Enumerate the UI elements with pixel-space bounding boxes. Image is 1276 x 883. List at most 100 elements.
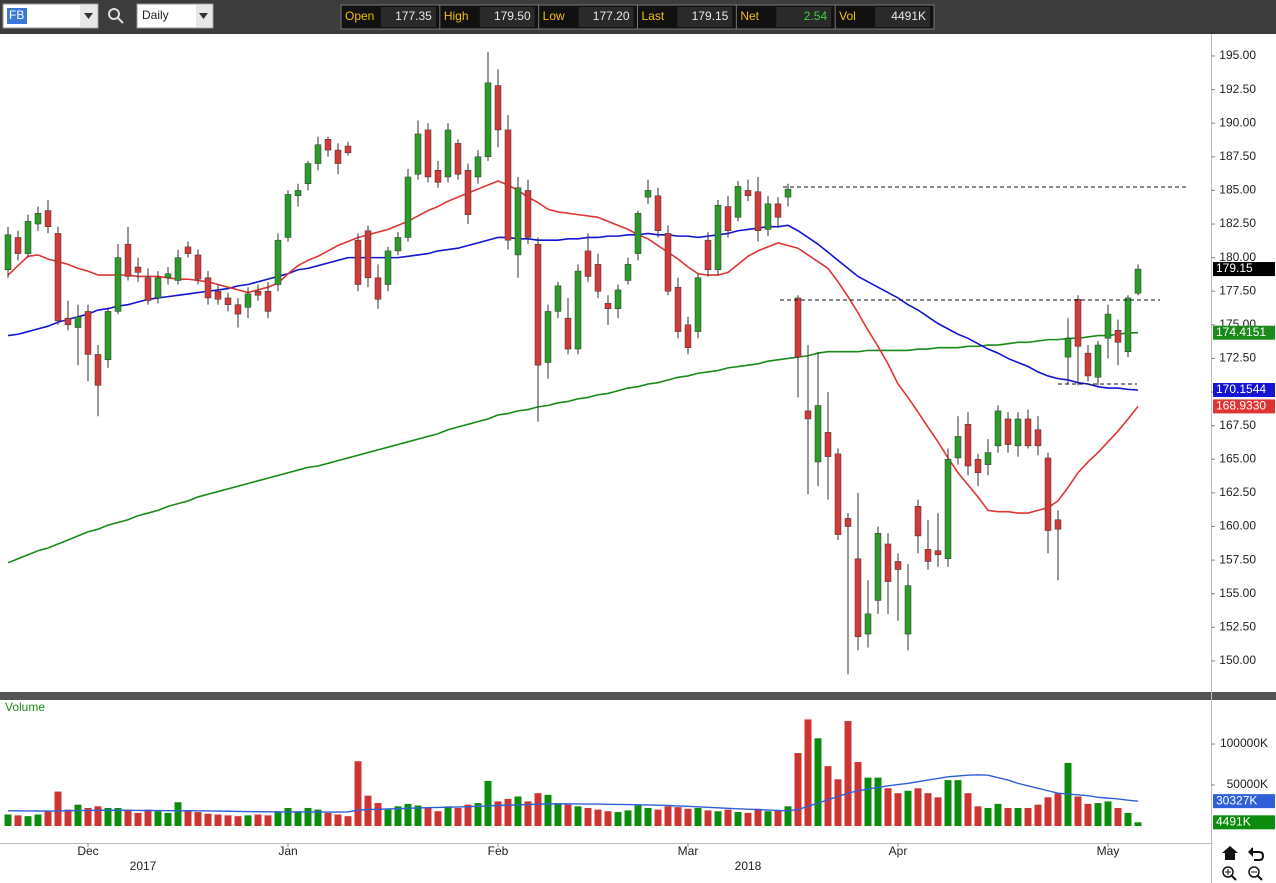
volume-bar xyxy=(664,806,672,826)
volume-bar xyxy=(1074,796,1082,826)
volume-bar xyxy=(354,761,362,826)
candle-body xyxy=(114,257,122,312)
volume-bar xyxy=(584,807,592,826)
candle-body xyxy=(34,213,42,225)
search-icon[interactable] xyxy=(108,8,124,24)
volume-bar xyxy=(604,811,612,826)
candle-body xyxy=(594,264,602,292)
candle-body xyxy=(514,187,522,256)
candle-body xyxy=(164,273,172,279)
y-tick-label: 165.00 xyxy=(1219,451,1256,465)
candle-body xyxy=(994,410,1002,447)
candle-body xyxy=(564,317,572,350)
candle-body xyxy=(604,303,612,309)
candle-body xyxy=(354,239,362,285)
volume-bar xyxy=(234,816,242,826)
undo-icon[interactable] xyxy=(1248,847,1265,861)
volume-bar xyxy=(714,811,722,826)
volume-bar xyxy=(794,753,802,826)
volume-bar xyxy=(864,777,872,826)
candle-body xyxy=(74,316,82,328)
y-tick-label: 192.50 xyxy=(1219,82,1256,96)
candle-body xyxy=(894,561,902,570)
candle-body xyxy=(184,246,192,254)
quote-value-box xyxy=(479,7,535,27)
candle-body xyxy=(644,190,652,198)
volume-bar xyxy=(164,812,172,826)
quote-label: Open xyxy=(345,9,374,23)
volume-bar xyxy=(414,805,422,826)
candle-body xyxy=(804,410,812,420)
zoom-in-icon[interactable] xyxy=(1222,866,1237,881)
volume-bar xyxy=(1024,807,1032,826)
candle-body xyxy=(24,221,32,254)
volume-bar xyxy=(964,793,972,826)
volume-bar xyxy=(44,811,52,826)
y-tick-label: 162.50 xyxy=(1219,485,1256,499)
candle-body xyxy=(444,129,452,178)
volume-bar xyxy=(804,719,812,826)
zoom-out-icon[interactable] xyxy=(1248,866,1263,881)
quote-value: 179.15 xyxy=(692,9,729,23)
candle-body xyxy=(504,129,512,241)
volume-bar xyxy=(514,796,522,826)
y-tick-label: 172.50 xyxy=(1219,351,1256,365)
volume-bar xyxy=(174,802,182,826)
volume-bar xyxy=(124,809,132,826)
candle-body xyxy=(474,156,482,178)
volume-bar xyxy=(454,807,462,826)
candle-body xyxy=(1114,329,1122,343)
candle-body xyxy=(834,453,842,535)
candle-body xyxy=(864,613,872,635)
volume-bar xyxy=(694,807,702,826)
y-tick-label: 157.50 xyxy=(1219,552,1256,566)
candle-body xyxy=(914,506,922,537)
volume-bar xyxy=(4,814,12,826)
symbol-highlight xyxy=(7,8,27,24)
candle-body xyxy=(94,354,102,386)
volume-bar xyxy=(374,803,382,826)
volume-bar xyxy=(874,777,882,826)
candle-body xyxy=(84,311,92,355)
volume-bar xyxy=(884,788,892,826)
volume-bar xyxy=(304,807,312,826)
volume-bar xyxy=(274,811,282,826)
chart-area xyxy=(0,34,1276,883)
candle-body xyxy=(884,543,892,582)
volume-bar xyxy=(754,808,762,826)
candle-body xyxy=(14,237,22,254)
volume-bar xyxy=(944,780,952,826)
volume-ma-tag-bg xyxy=(1213,794,1275,809)
volume-bar xyxy=(1104,801,1112,826)
candle-body xyxy=(424,129,432,178)
volume-bar xyxy=(544,794,552,826)
candle-body xyxy=(574,270,582,350)
volume-bar xyxy=(264,815,272,826)
volume-bar xyxy=(1004,807,1012,826)
volume-bar xyxy=(384,809,392,826)
volume-ma-tag: 30327K xyxy=(1216,793,1257,807)
volume-bar xyxy=(204,813,212,826)
last-price-tag-bg xyxy=(1213,262,1275,277)
candle-body xyxy=(754,191,762,231)
volume-bar xyxy=(134,812,142,826)
quote-label: Net xyxy=(740,9,759,23)
candle-body xyxy=(1054,519,1062,530)
candle-body xyxy=(1134,268,1142,294)
volume-tag-bg xyxy=(1213,815,1275,830)
candle-body xyxy=(1004,418,1012,445)
candle-body xyxy=(964,424,972,467)
candle-body xyxy=(634,213,642,254)
volume-bar xyxy=(954,780,962,826)
candle-body xyxy=(824,432,832,457)
home-icon[interactable] xyxy=(1222,846,1238,860)
candle-body xyxy=(784,188,792,198)
quote-value-box xyxy=(381,7,436,27)
candle-body xyxy=(674,286,682,332)
volume-bar xyxy=(254,814,262,826)
y-tick-label: 167.50 xyxy=(1219,418,1256,432)
candle-body xyxy=(724,206,732,231)
volume-bar xyxy=(364,795,372,826)
pane-divider xyxy=(0,692,1276,700)
candle-body xyxy=(54,233,62,322)
